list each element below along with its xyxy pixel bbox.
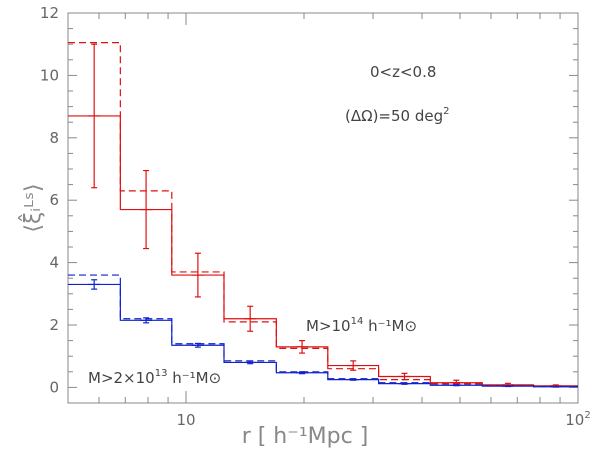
y-tick-label: 4 [49,254,59,272]
axis-ticks [67,12,579,403]
y-tick-labels: 0 2 4 6 8 10 12 [40,4,59,396]
red-series-label: M>1014 h⁻¹M⊙ [306,316,417,335]
area-annotation-main: (ΔΩ)=50 deg [345,107,443,125]
x-tick-label: 102 [565,410,590,429]
area-annotation: (ΔΩ)=50 deg2 [345,106,450,125]
blue-series-label-suffix: h⁻¹M⊙ [167,369,221,387]
x-tick-label-sup: 2 [584,410,590,421]
x-tick-label-base: 10 [176,411,195,429]
blue-series-label-exp: 13 [155,368,168,379]
series-step-line [68,283,578,388]
series-step-line [68,115,578,387]
blue-series-label: M>2×1013 h⁻¹M⊙ [88,368,221,387]
y-tick-label: 10 [40,66,59,84]
plot-frame [67,12,579,404]
area-annotation-sup: 2 [443,106,449,117]
y-tick-label: 12 [40,4,59,22]
y-tick-label: 8 [49,129,59,147]
series-layer [68,42,578,388]
y-tick-label: 0 [49,378,59,396]
x-tick-label: 10 [176,411,195,429]
red-series-label-suffix: h⁻¹M⊙ [363,317,417,335]
redshift-annotation: 0<z<0.8 [370,63,436,81]
y-tick-label: 2 [49,316,59,334]
y-axis-label: ⟨ξ̂ᵢᴸˢ⟩ [19,183,46,232]
series-step-line [68,42,578,387]
x-axis-label: r [ h⁻¹Mpc ] [242,424,369,449]
blue-series-label-prefix: M>2×10 [88,369,155,387]
x-tick-labels: 10 102 [176,410,590,429]
red-series-label-prefix: M>10 [306,317,351,335]
y-tick-label: 6 [49,191,59,209]
red-series-label-exp: 14 [351,316,364,327]
series-1 [68,42,578,387]
series-0 [68,43,578,388]
x-tick-label-base: 10 [565,411,584,429]
